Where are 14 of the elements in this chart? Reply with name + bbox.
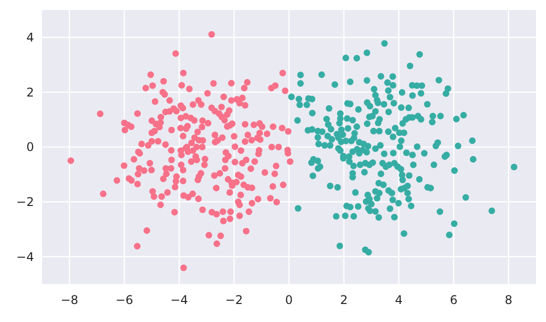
y-tick-label: 2 [26,85,34,100]
y-tick-label: 4 [26,30,34,45]
x-tick-label: −6 [115,293,134,307]
y-tick-label: −2 [16,195,34,209]
x-tick-label: 6 [450,293,458,307]
x-tick-label: 8 [504,293,512,307]
y-tick-label: −4 [16,250,34,264]
x-tick-label: 2 [340,293,348,307]
x-tick-label: 4 [394,293,403,307]
y-tick-label: 0 [26,140,34,154]
x-tick-label: 0 [285,293,293,307]
x-tick-label: −2 [225,293,243,307]
x-tick-label: −4 [170,293,188,307]
x-tick-label: −8 [60,293,78,307]
